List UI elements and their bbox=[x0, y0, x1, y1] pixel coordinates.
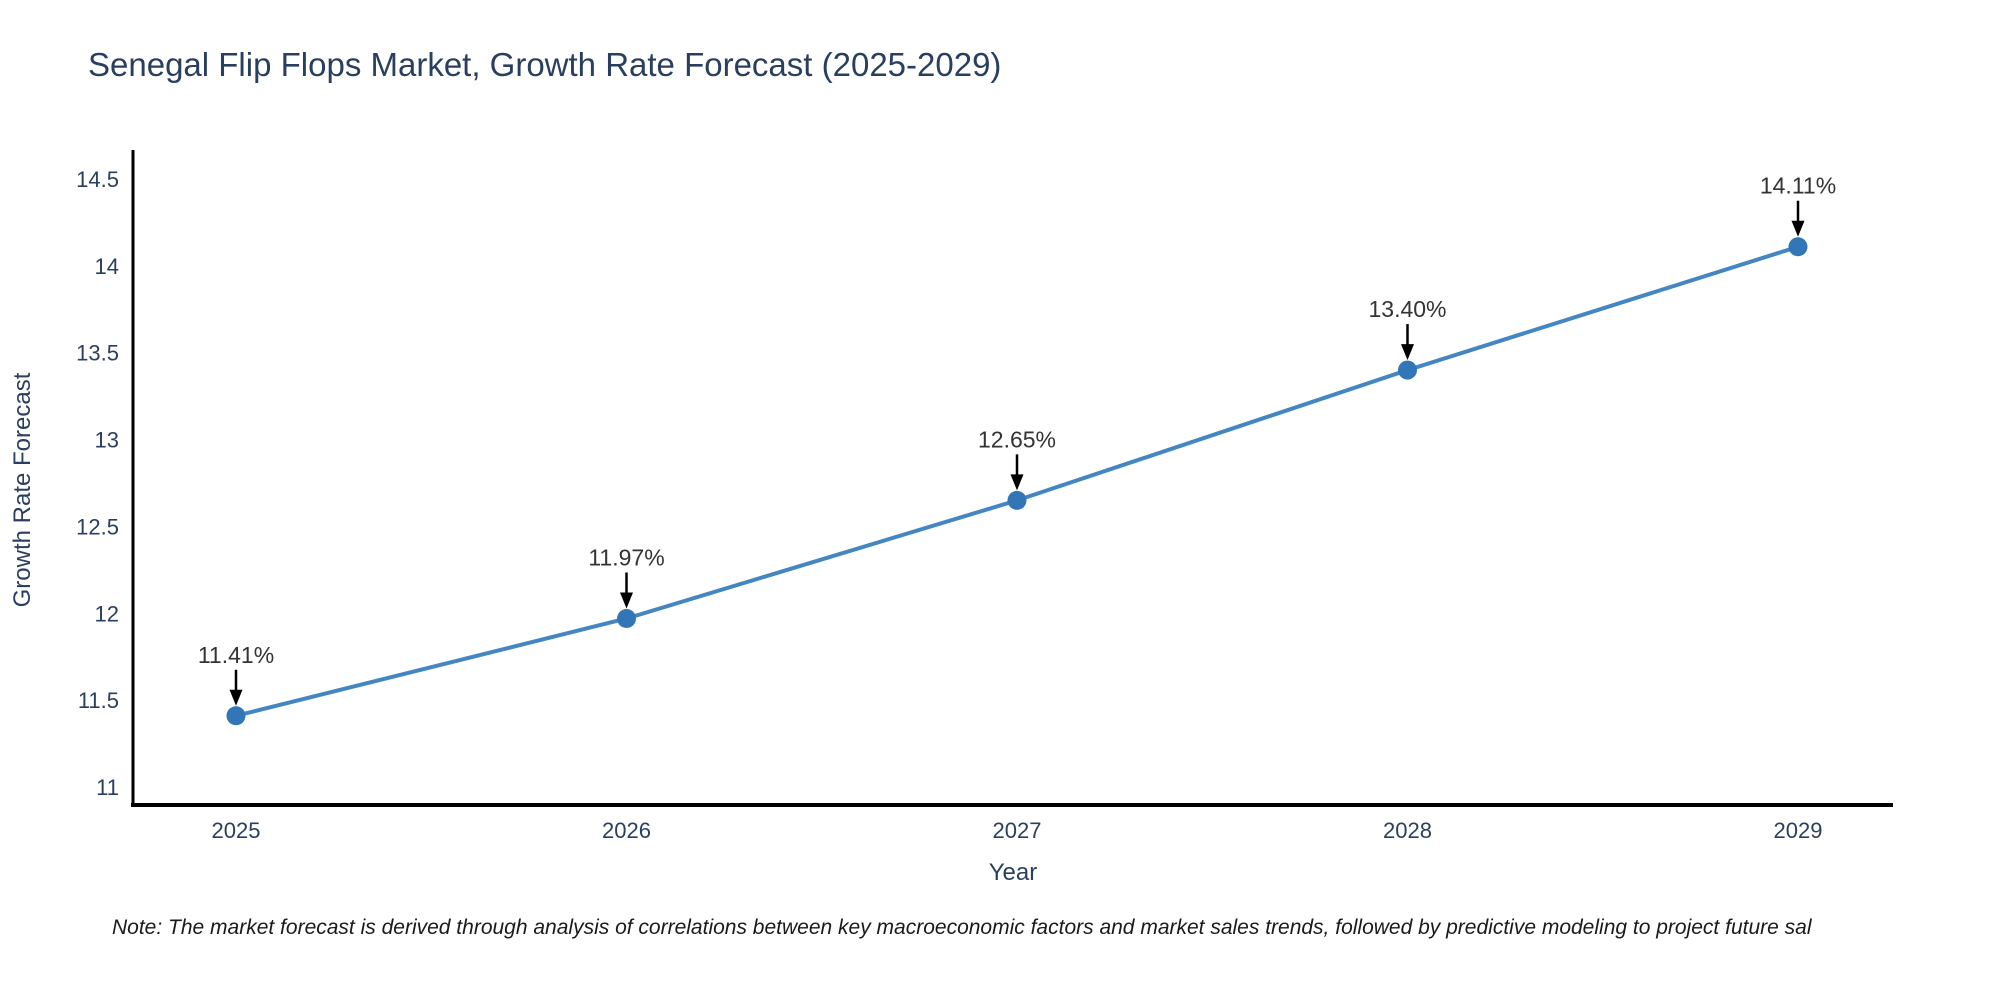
y-tick-label: 14 bbox=[95, 254, 119, 279]
y-axis-title: Growth Rate Forecast bbox=[9, 372, 36, 607]
chart-title: Senegal Flip Flops Market, Growth Rate F… bbox=[88, 46, 1002, 83]
data-point[interactable] bbox=[617, 608, 636, 628]
annotation-arrow-head bbox=[1401, 344, 1414, 361]
point-annotation: 11.97% bbox=[588, 544, 664, 570]
data-point[interactable] bbox=[1788, 237, 1808, 257]
y-tick-label: 12.5 bbox=[76, 514, 119, 539]
y-tick-label: 13.5 bbox=[76, 341, 119, 366]
point-annotation: 14.11% bbox=[1760, 173, 1836, 199]
annotation-arrow-head bbox=[229, 689, 243, 706]
point-annotation: 11.41% bbox=[198, 642, 274, 668]
data-point[interactable] bbox=[226, 706, 246, 726]
x-tick-label: 2025 bbox=[212, 818, 261, 843]
x-axis-title: Year bbox=[989, 859, 1038, 886]
y-tick-label: 13 bbox=[95, 428, 119, 453]
x-tick-label: 2027 bbox=[993, 818, 1042, 843]
y-tick-label: 11.5 bbox=[78, 688, 119, 713]
x-tick-label: 2029 bbox=[1774, 818, 1823, 843]
annotation-arrow-head bbox=[1791, 220, 1805, 237]
y-tick-label: 12 bbox=[95, 601, 119, 626]
x-tick-label: 2028 bbox=[1383, 818, 1432, 843]
data-point[interactable] bbox=[1007, 490, 1027, 510]
data-point[interactable] bbox=[1398, 360, 1417, 380]
point-annotation: 12.65% bbox=[978, 426, 1056, 452]
y-tick-label: 11 bbox=[96, 775, 119, 800]
annotation-arrow-head bbox=[1010, 474, 1024, 491]
annotation-arrow-head bbox=[620, 592, 633, 609]
point-annotation: 13.40% bbox=[1368, 296, 1446, 322]
footnote: Note: The market forecast is derived thr… bbox=[112, 916, 1812, 939]
y-tick-label: 14.5 bbox=[76, 167, 119, 192]
x-tick-label: 2026 bbox=[602, 818, 651, 843]
